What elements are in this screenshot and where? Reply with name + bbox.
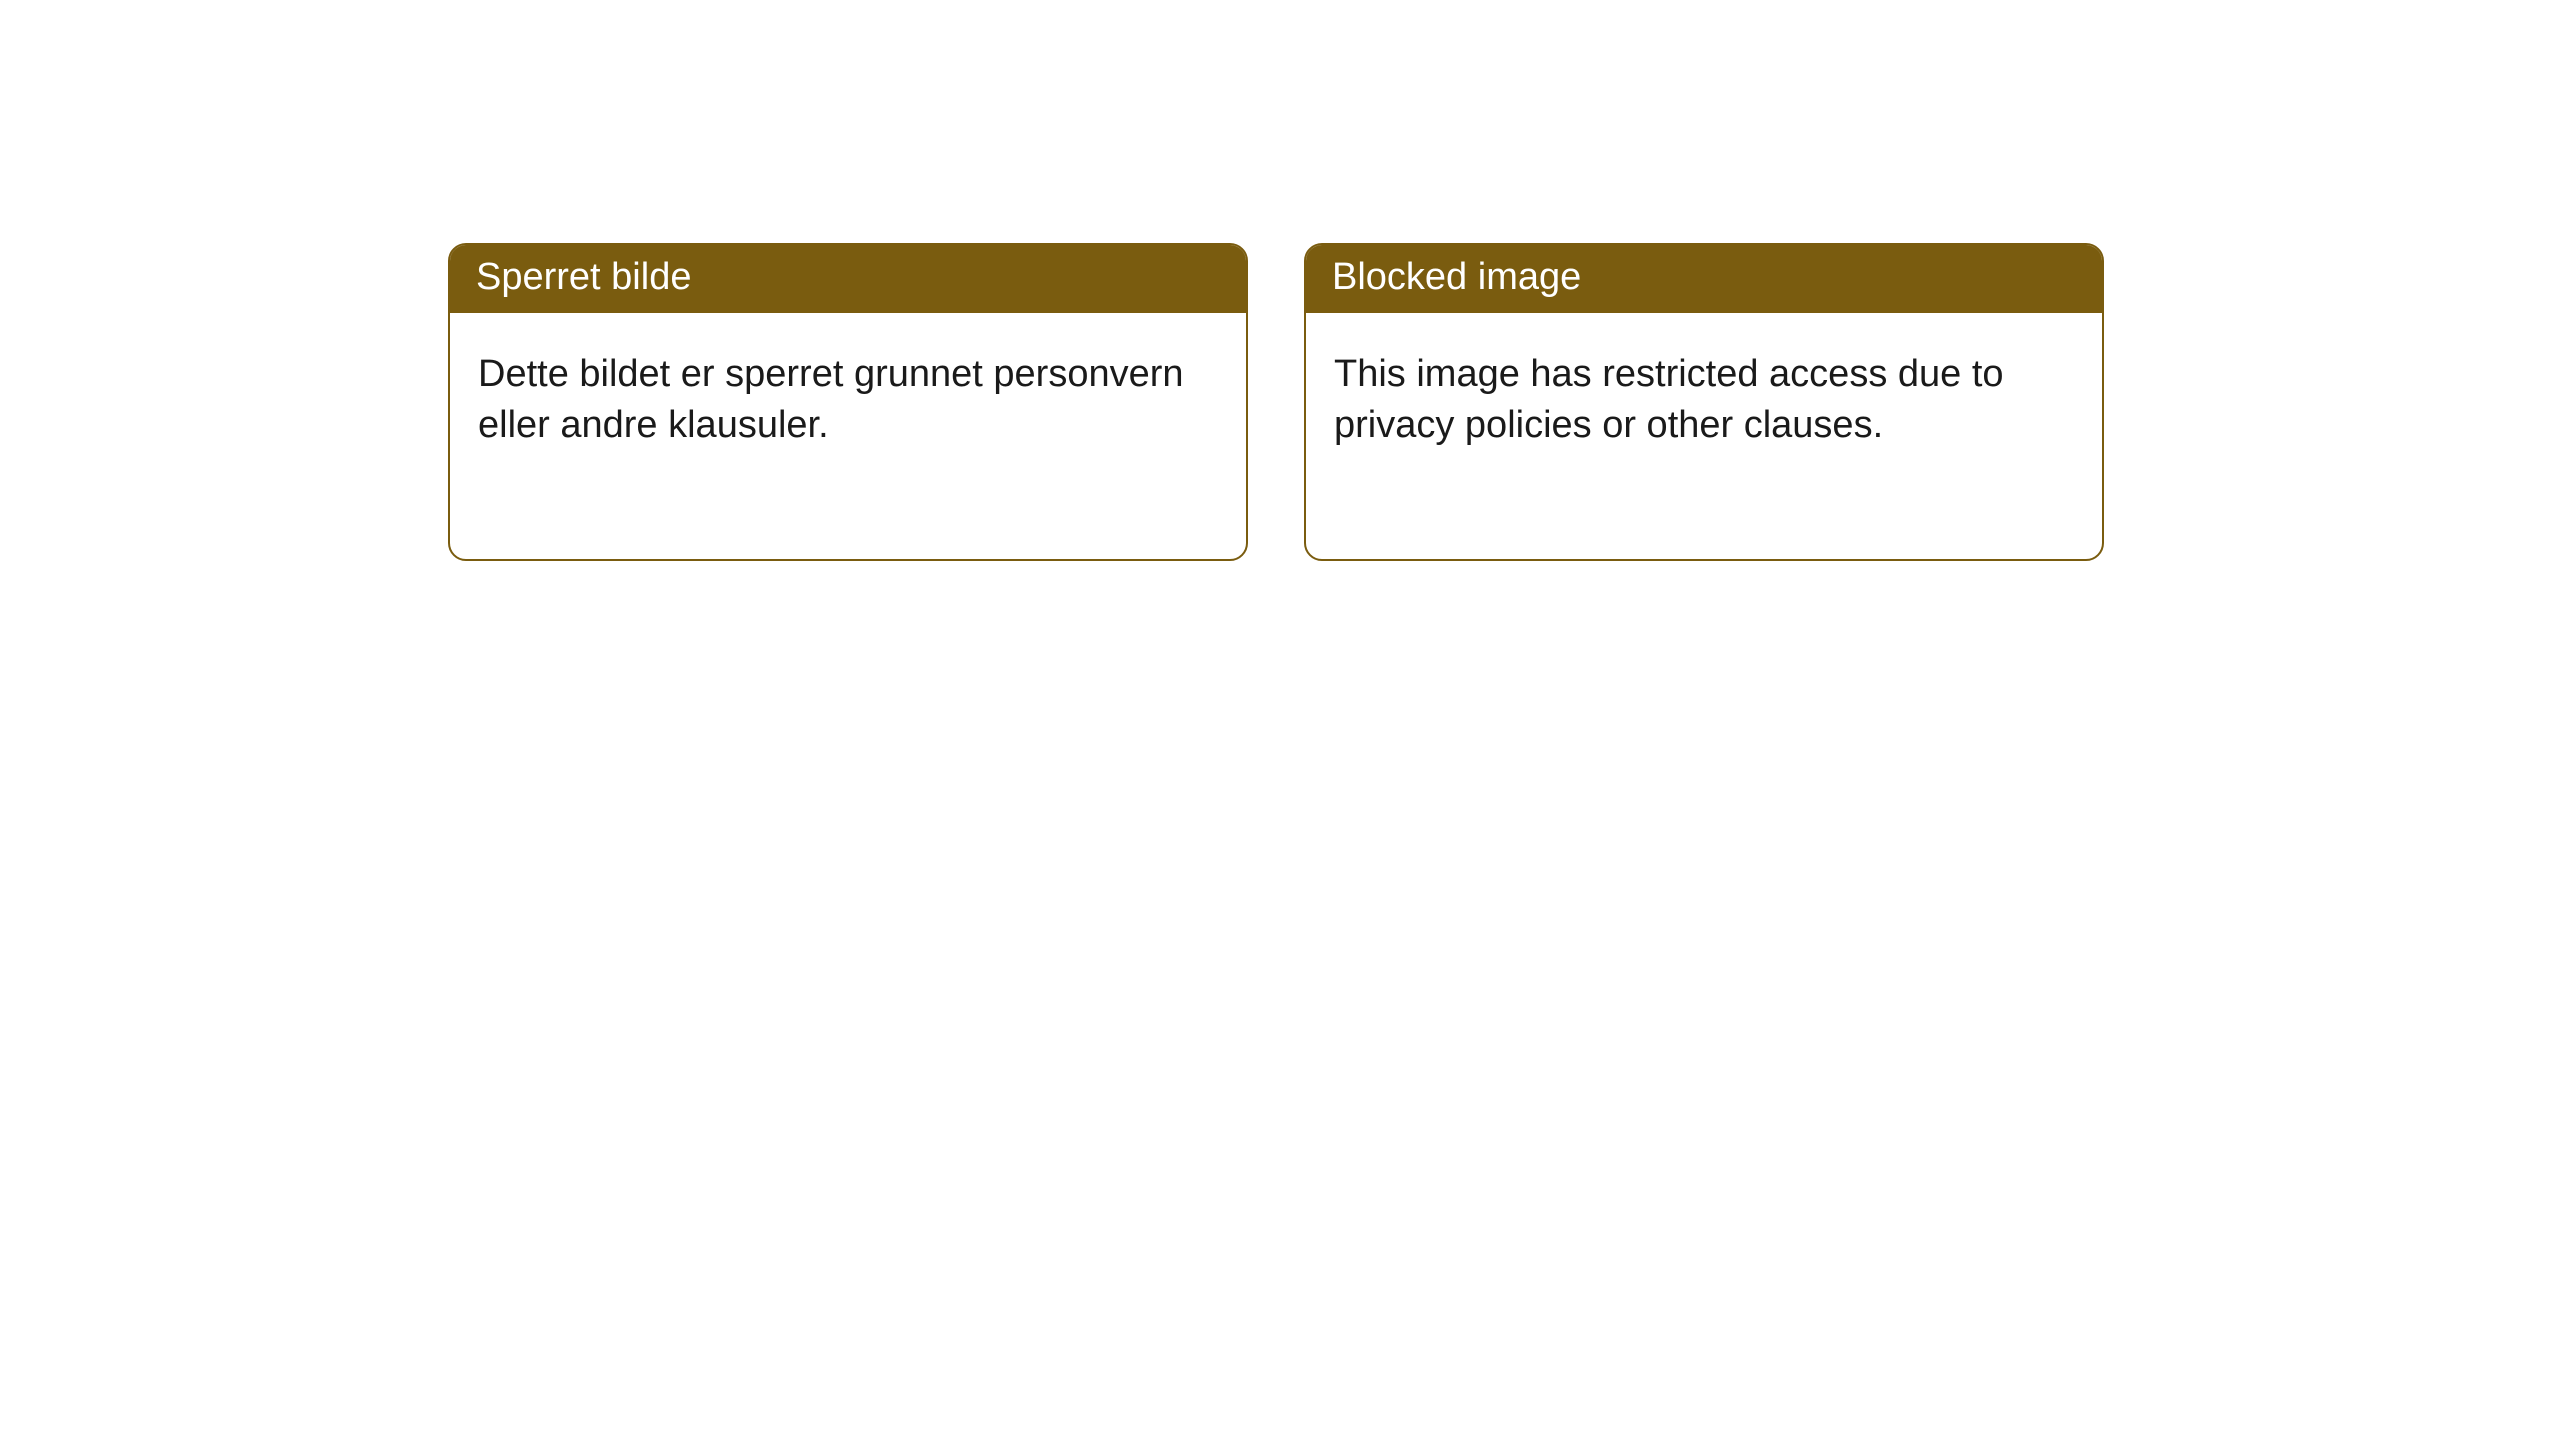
notice-card-norwegian: Sperret bilde Dette bildet er sperret gr… [448,243,1248,561]
notice-title-english: Blocked image [1306,245,2102,313]
notice-message-norwegian: Dette bildet er sperret grunnet personve… [450,313,1246,559]
notice-title-norwegian: Sperret bilde [450,245,1246,313]
notice-container: Sperret bilde Dette bildet er sperret gr… [0,0,2560,561]
notice-card-english: Blocked image This image has restricted … [1304,243,2104,561]
notice-message-english: This image has restricted access due to … [1306,313,2102,559]
